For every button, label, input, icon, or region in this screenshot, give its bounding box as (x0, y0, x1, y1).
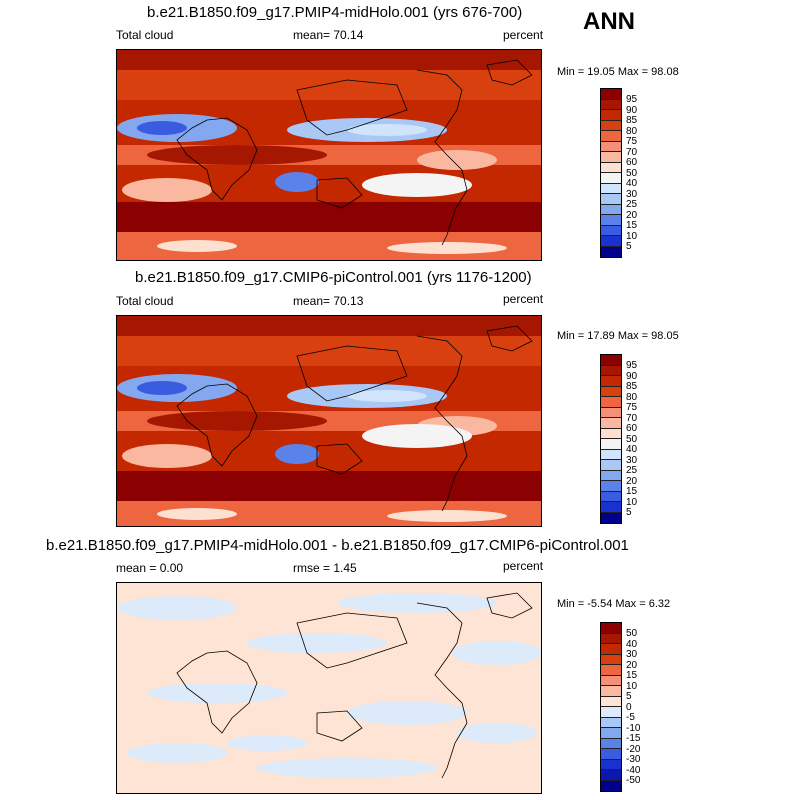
panel-3-map-field (117, 583, 541, 793)
colorbar-tick-label: 90 (626, 105, 638, 116)
colorbar-tick-label: 5 (626, 507, 632, 518)
colorbar-tick-label: 95 (626, 360, 638, 371)
colorbar-tick-label: 15 (626, 220, 638, 231)
colorbar-tick-label: -30 (626, 754, 641, 765)
colorbar-tick-label: 40 (626, 639, 638, 650)
panel-1-units-label: percent (503, 28, 544, 42)
panel-2-map (116, 315, 542, 527)
panel-1-title: b.e21.B1850.f09_g17.PMIP4-midHolo.001 (y… (147, 4, 523, 21)
colorbar-tick-label: 60 (626, 157, 638, 168)
colorbar-tick-label: 80 (626, 392, 638, 403)
colorbar-tick-label: 25 (626, 465, 638, 476)
colorbar-tick-label: 85 (626, 115, 638, 126)
colorbar-tick-label: 10 (626, 231, 638, 242)
panel-3-units-label: percent (503, 559, 544, 573)
colorbar-tick-label: 40 (626, 444, 638, 455)
colorbar-tick-label: 75 (626, 402, 638, 413)
colorbar-tick-label: 10 (626, 681, 638, 692)
panel-2-minmax: Min = 17.89 Max = 98.05 (557, 330, 679, 342)
colorbar-tick-label: 20 (626, 476, 638, 487)
colorbar-tick-label: 5 (626, 241, 632, 252)
colorbar-tick-label: 70 (626, 147, 638, 158)
colorbar-tick-label: -10 (626, 723, 641, 734)
colorbar-tick-label: 50 (626, 434, 638, 445)
colorbar-tick-label: 50 (626, 168, 638, 179)
panel-1-mean-label: mean= 70.14 (293, 28, 364, 42)
panel-3-mean-label: mean = 0.00 (116, 561, 184, 575)
colorbar-tick-label: 30 (626, 649, 638, 660)
colorbar-tick-label: 70 (626, 413, 638, 424)
panel-2-colorbar (600, 354, 622, 524)
panel-1-colorbar (600, 88, 622, 258)
panel-3-rmse-label: rmse = 1.45 (293, 561, 357, 575)
colorbar-tick-label: -40 (626, 765, 641, 776)
colorbar-tick-label: 20 (626, 660, 638, 671)
panel-3-minmax: Min = -5.54 Max = 6.32 (557, 598, 671, 610)
colorbar-tick-label: -15 (626, 733, 641, 744)
colorbar-tick-label: 20 (626, 210, 638, 221)
colorbar-tick-label: 40 (626, 178, 638, 189)
panel-3-map (116, 582, 542, 794)
panel-2-units-label: percent (503, 292, 544, 306)
colorbar-tick-label: 85 (626, 381, 638, 392)
colorbar-tick-label: -50 (626, 775, 641, 786)
colorbar-tick-label: 80 (626, 126, 638, 137)
colorbar-tick-label: 50 (626, 628, 638, 639)
season-label: ANN (583, 8, 635, 35)
colorbar-tick-label: -5 (626, 712, 635, 723)
panel-3-title: b.e21.B1850.f09_g17.PMIP4-midHolo.001 - … (46, 537, 629, 554)
panel-1-minmax: Min = 19.05 Max = 98.08 (557, 66, 679, 78)
colorbar-tick-label: 5 (626, 691, 632, 702)
panel-1-map-field (117, 50, 541, 260)
colorbar-tick-label: 10 (626, 497, 638, 508)
panel-1-variable-label: Total cloud (116, 28, 174, 42)
colorbar-tick-label: 95 (626, 94, 638, 105)
panel-1-map (116, 49, 542, 261)
colorbar-tick-label: 15 (626, 670, 638, 681)
panel-2-mean-label: mean= 70.13 (293, 294, 364, 308)
colorbar-tick-label: 30 (626, 455, 638, 466)
colorbar-tick-label: 15 (626, 486, 638, 497)
colorbar-tick-label: 25 (626, 199, 638, 210)
panel-3-colorbar (600, 622, 622, 792)
colorbar-tick-label: 75 (626, 136, 638, 147)
colorbar-tick-label: 60 (626, 423, 638, 434)
panel-2-title: b.e21.B1850.f09_g17.CMIP6-piControl.001 … (135, 269, 532, 286)
colorbar-tick-label: 0 (626, 702, 632, 713)
colorbar-tick-label: -20 (626, 744, 641, 755)
panel-2-map-field (117, 316, 541, 526)
panel-2-variable-label: Total cloud (116, 294, 174, 308)
colorbar-tick-label: 30 (626, 189, 638, 200)
colorbar-tick-label: 90 (626, 371, 638, 382)
